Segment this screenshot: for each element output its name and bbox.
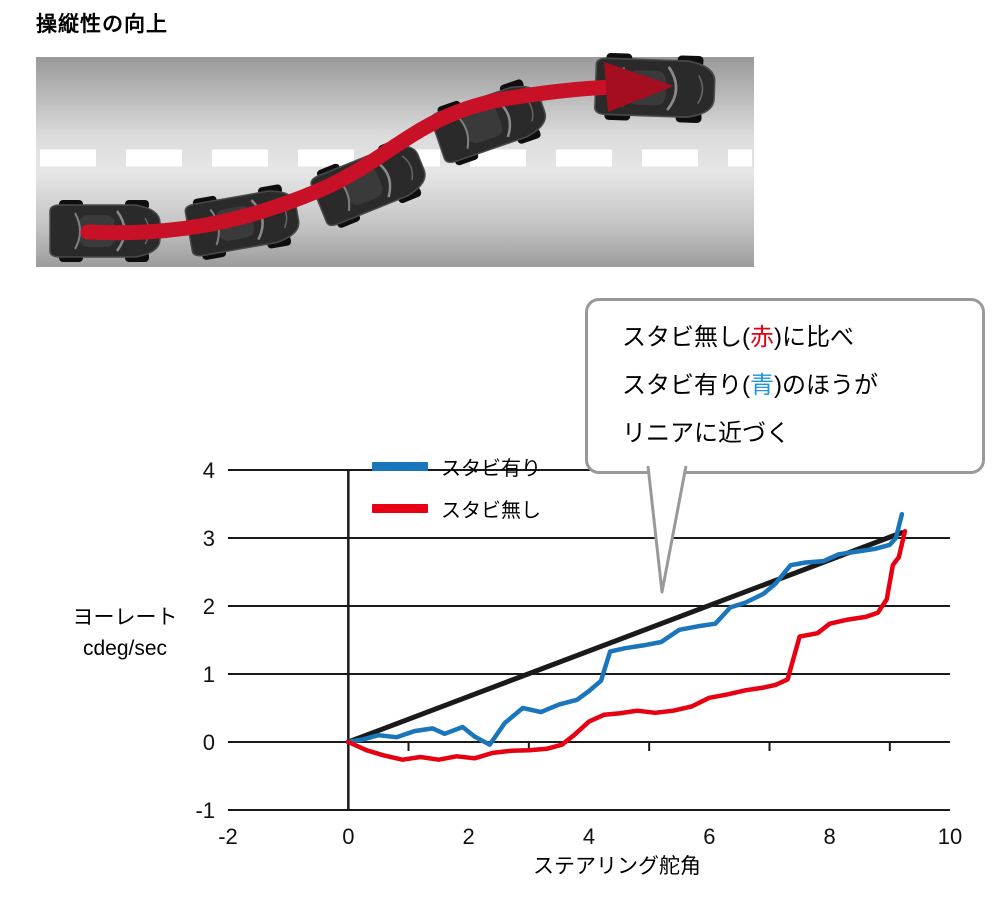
legend-item: スタビ無し xyxy=(372,494,541,523)
callout-text: スタビ無し( xyxy=(622,324,750,351)
legend-item: スタビ有り xyxy=(372,452,541,481)
legend-label: スタビ有り xyxy=(441,458,541,480)
y-tick-label: 1 xyxy=(203,662,215,687)
arrowhead-icon xyxy=(604,62,674,112)
legend-swatch-blue xyxy=(372,462,428,471)
callout-accent-blue: 青 xyxy=(750,372,774,399)
y-axis-label-line1: ヨーレート xyxy=(72,606,178,629)
legend-swatch-red xyxy=(372,504,428,513)
series-スタビ無し xyxy=(346,528,908,762)
callout-line-2: スタビ有り(青)のほうが xyxy=(622,362,970,410)
road-illustration xyxy=(36,51,754,267)
callout-text: )のほうが xyxy=(774,372,878,399)
y-tick-label: -1 xyxy=(195,798,215,823)
x-tick-label: 2 xyxy=(463,824,475,849)
x-tick-label: -2 xyxy=(218,824,238,849)
chart-legend: スタビ有り スタビ無し xyxy=(372,452,541,523)
x-axis-label: ステアリング舵角 xyxy=(533,855,701,878)
x-tick-label: 6 xyxy=(703,824,715,849)
callout-bubble: スタビ無し(赤)に比べ スタビ有り(青)のほうが リニアに近づく xyxy=(585,298,985,474)
callout-text: )に比べ xyxy=(774,324,854,351)
callout-text: スタビ有り( xyxy=(622,372,750,399)
y-axis-label-line2: cdeg/sec xyxy=(82,637,168,660)
legend-label: スタビ無し xyxy=(441,500,541,522)
x-tick-label: 8 xyxy=(824,824,836,849)
y-tick-label: 0 xyxy=(203,730,215,755)
callout-accent-red: 赤 xyxy=(750,324,774,351)
page-title: 操縦性の向上 xyxy=(36,13,168,36)
x-tick-label: 10 xyxy=(938,824,962,849)
y-tick-label: 3 xyxy=(203,526,215,551)
x-tick-label: 0 xyxy=(342,824,354,849)
y-tick-label: 2 xyxy=(203,594,215,619)
series-スタビ有り xyxy=(346,511,905,747)
callout-tail xyxy=(646,465,688,594)
callout-line-3: リニアに近づく xyxy=(622,420,790,447)
y-axis-label: ヨーレート cdeg/sec xyxy=(58,602,192,664)
callout-line-1: スタビ無し(赤)に比べ xyxy=(622,314,970,362)
series-linear-reference xyxy=(345,530,905,745)
y-tick-label: 4 xyxy=(203,458,215,483)
x-tick-label: 4 xyxy=(583,824,595,849)
trajectory-arrow-path xyxy=(80,79,644,241)
